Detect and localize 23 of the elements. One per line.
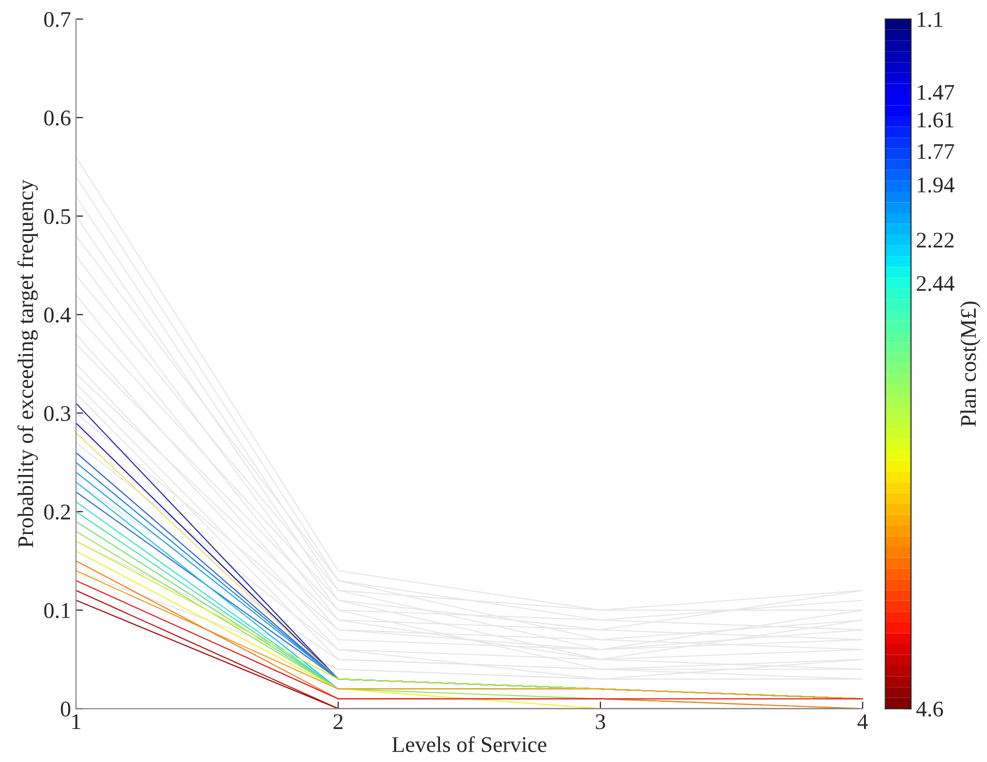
y-tick-label: 0.7 — [44, 12, 70, 28]
color-bar-label: 1.1 — [918, 12, 942, 28]
y-tick-label: 0.5 — [44, 209, 70, 224]
y-axis-title: Probability of exceeding target frequency — [17, 180, 38, 548]
y-tick-label: 0.2 — [44, 504, 70, 520]
y-tick-label: 0.3 — [44, 406, 70, 422]
color-bar-label: 4.6 — [916, 702, 943, 717]
color-bar-label: 1.94 — [918, 178, 954, 193]
color-bar-label: 2.44 — [916, 276, 954, 292]
color-bar-title: Plan cost(M£) — [960, 302, 980, 426]
x-tick-label: 1 — [72, 714, 80, 729]
color-bar-label: 2.22 — [916, 232, 954, 248]
y-tick-label: 0 — [60, 702, 70, 717]
y-tick-label: 0.6 — [44, 110, 70, 126]
y-tick-label: 0.1 — [44, 603, 70, 618]
x-tick-label: 2 — [334, 714, 343, 729]
color-bar-label: 1.47 — [918, 84, 954, 100]
x-tick-label: 3 — [596, 714, 606, 730]
color-bar-label: 1.61 — [918, 112, 954, 128]
y-tick-label: 0.4 — [44, 308, 71, 323]
x-tick-label: 4 — [858, 714, 868, 729]
x-axis-title: Levels of Service — [392, 736, 546, 752]
color-bar-label: 1.77 — [918, 144, 954, 160]
